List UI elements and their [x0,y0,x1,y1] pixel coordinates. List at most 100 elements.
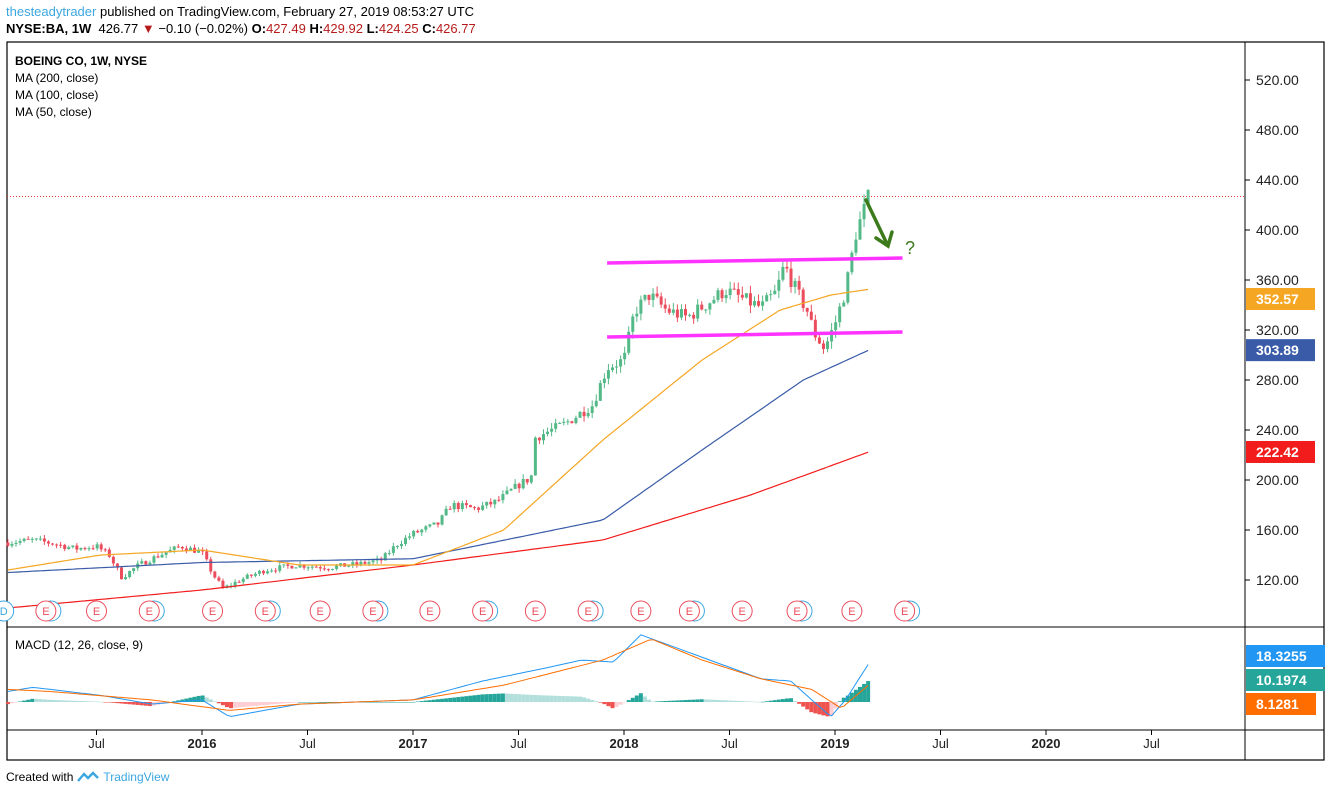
earnings-marker[interactable]: E [309,600,331,622]
candle [172,545,176,554]
candle-body [452,503,456,510]
earnings-marker[interactable]: E [138,600,165,622]
candle-body [59,544,63,546]
candle [184,545,188,554]
macd-histogram-bar [293,702,298,703]
candle-body [359,561,363,565]
macd-histogram-bar [362,702,367,703]
earnings-marker[interactable]: E [202,600,224,622]
candle [107,547,111,559]
ma100-value-label-text: 303.89 [1256,342,1299,358]
candle-body [667,308,671,313]
macd-histogram-bar [66,700,71,702]
candle [708,302,712,315]
candle-body [124,577,128,580]
candle-body [440,515,444,525]
candle-body [38,538,42,540]
macd-histogram-bar [817,702,822,715]
candle [858,211,862,240]
macd-histogram-bar [330,702,335,703]
candle [330,568,334,571]
earnings-marker[interactable]: E [678,600,705,622]
candle-body [606,370,610,379]
macd-histogram-bar [245,702,250,707]
macd-histogram-bar [131,702,136,705]
earnings-circle-icon [630,600,652,622]
legend-ma50[interactable]: MA (50, close) [15,105,92,119]
legend-ma100[interactable]: MA (100, close) [15,88,99,102]
earnings-marker[interactable]: E [786,600,813,622]
axis-value-labels: 352.57 303.89 222.42 18.3255 10.1974 8.1281 [1246,288,1325,715]
macd-histogram-bar [776,699,781,702]
earnings-marker[interactable]: E [254,600,281,622]
candle [513,479,517,490]
earnings-marker[interactable]: E [841,600,863,622]
legend-macd[interactable]: MACD (12, 26, close, 9) [15,638,144,652]
candle-body [862,203,866,220]
candle [748,285,752,314]
macd-histogram-bar [391,702,396,703]
earnings-marker[interactable]: E [630,600,652,622]
candle-body [574,417,578,424]
candle-body [765,295,769,302]
earnings-marker[interactable]: E [524,600,546,622]
candle [623,346,627,365]
macd-histogram-bar [630,697,635,702]
earnings-marker[interactable]: E [86,600,107,622]
macd-histogram-bar [123,702,128,704]
macd-histogram-bar [618,702,623,705]
earnings-marker[interactable]: E [419,600,441,622]
candle [675,304,679,323]
candle [537,437,541,444]
macd-histogram-bar [208,699,213,702]
macd-histogram-bar [504,693,509,702]
macd-histogram-bar [659,701,664,702]
earnings-marker[interactable]: D [0,600,15,622]
candle-body [347,565,351,567]
earnings-marker[interactable]: E [362,600,389,622]
candle [95,542,99,551]
candle-body [631,316,635,332]
macd-histogram-bar [529,694,534,702]
candle [570,420,574,424]
macd-value-label-text: 18.3255 [1256,648,1307,664]
candle-body [777,279,781,291]
macd-histogram-bar [760,701,765,703]
time-tick-label: 2020 [1032,736,1061,751]
candle-body [643,294,647,300]
candle [667,304,671,315]
macd-histogram-bar [285,702,290,704]
earnings-marker[interactable]: E [577,600,604,622]
macd-histogram-bar [569,696,574,702]
signal-value-label-text: 8.1281 [1256,696,1299,712]
author-link[interactable]: thesteadytrader [6,4,97,19]
high-value: 429.92 [323,21,363,36]
candle [586,408,590,419]
tradingview-link[interactable]: TradingView [103,770,170,784]
signal-line [7,639,869,711]
earnings-marker[interactable]: E [894,600,921,622]
candle-body [209,559,213,572]
macd-histogram-bar [127,702,132,705]
macd-histogram-bar [565,696,570,702]
candle-body [675,309,679,318]
macd-histogram-bar [610,702,615,709]
candle [619,355,623,373]
macd-histogram-bar [379,702,384,703]
ma50-value-label-text: 352.57 [1256,291,1299,307]
macd-histogram-bar [277,702,282,704]
candle-body [107,549,111,557]
candle [477,506,481,513]
candle [578,411,582,419]
candle [257,569,261,577]
earnings-marker[interactable]: E [35,600,62,622]
earnings-marker[interactable]: E [731,600,753,622]
legend-ma200[interactable]: MA (200, close) [15,71,99,85]
candle [862,194,866,228]
candle-body [302,564,306,568]
candle-body [602,378,606,384]
earnings-marker[interactable]: E [472,600,499,622]
macd-histogram-bar [626,700,631,702]
candle-body [497,499,501,501]
